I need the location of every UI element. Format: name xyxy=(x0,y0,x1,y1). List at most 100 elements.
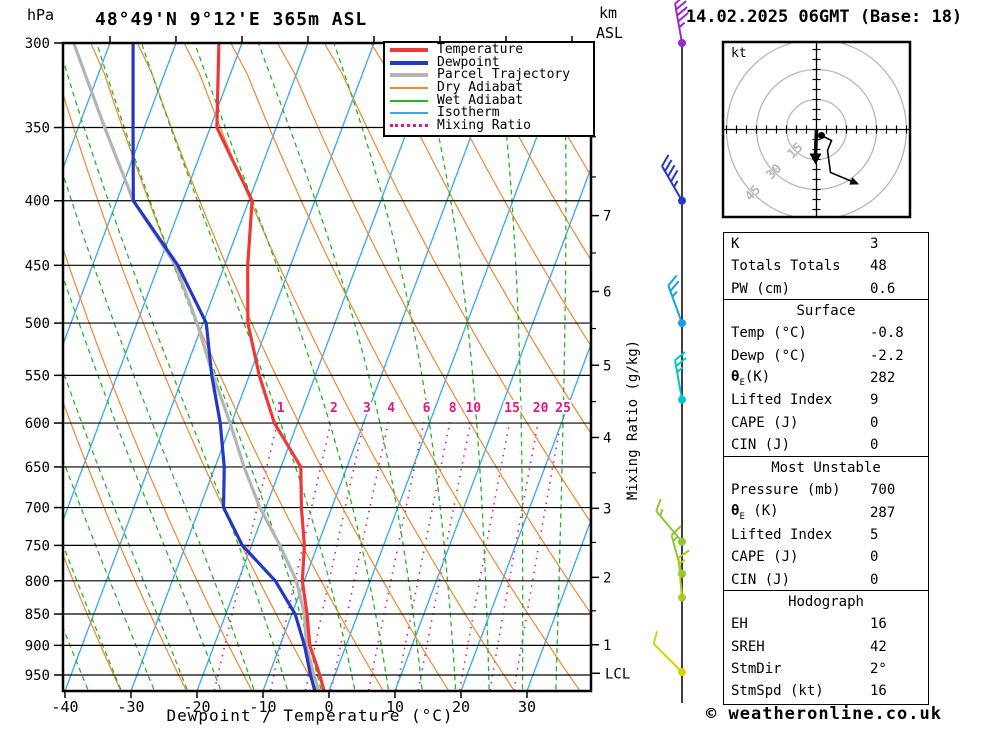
mixing-ratio-value-label: 25 xyxy=(555,401,571,416)
svg-text:-30: -30 xyxy=(117,698,144,716)
svg-text:900: 900 xyxy=(25,638,50,654)
mixing-ratio-value-label: 20 xyxy=(533,401,549,416)
most-unstable-table: Most Unstable Pressure (mb) 700 θE (K) 287… xyxy=(723,456,929,592)
table-row: Lifted Index 5 xyxy=(731,527,879,544)
table-row-theta-e: θE(K) 282 xyxy=(731,368,896,388)
wind-barb xyxy=(674,0,689,47)
dewpoint-line-sample xyxy=(390,60,428,65)
svg-text:15: 15 xyxy=(785,140,807,162)
svg-text:1: 1 xyxy=(603,638,611,654)
table-row: PW (cm) 0.6 xyxy=(731,280,896,297)
legend-label: Mixing Ratio xyxy=(437,117,531,133)
plot-background-lines xyxy=(63,43,591,691)
dewpoint-curve xyxy=(131,43,317,691)
wind-barb xyxy=(667,274,686,328)
svg-text:2: 2 xyxy=(603,570,611,586)
mixing-ratio-value-label: 1 xyxy=(277,401,285,416)
svg-text:450: 450 xyxy=(25,258,50,274)
svg-text:-20: -20 xyxy=(183,698,210,716)
legend-item: Temperature xyxy=(390,42,593,58)
wind-barb xyxy=(655,498,686,546)
table-row: SREH 42 xyxy=(731,638,887,655)
svg-text:6: 6 xyxy=(603,284,611,300)
altitude-unit-km: km xyxy=(599,4,618,22)
mixing-ratio-value-label: 10 xyxy=(465,401,481,416)
svg-text:20: 20 xyxy=(452,698,470,716)
svg-text:850: 850 xyxy=(25,607,50,623)
legend-label: Wet Adiabat xyxy=(437,92,524,108)
legend-label: Dewpoint xyxy=(437,54,500,70)
svg-text:0: 0 xyxy=(324,698,333,716)
hodograph-unit-label: kt xyxy=(731,46,747,61)
mixing-ratio-line-sample xyxy=(390,124,428,128)
svg-text:30: 30 xyxy=(518,698,536,716)
wind-barb xyxy=(661,154,686,205)
legend-item: Wet Adiabat xyxy=(390,94,593,107)
station-title: 48°49'N 9°12'E 365m ASL xyxy=(95,9,368,30)
legend-item: Mixing Ratio xyxy=(390,117,593,133)
svg-text:750: 750 xyxy=(25,538,50,554)
mixing-ratio-value-label: 3 xyxy=(363,401,371,416)
temperature-line-sample xyxy=(390,48,428,53)
svg-text:400: 400 xyxy=(25,194,50,210)
mixing-ratio-value-label: 15 xyxy=(504,401,520,416)
svg-text:550: 550 xyxy=(25,368,50,384)
svg-text:-10: -10 xyxy=(249,698,276,716)
run-title: 14.02.2025 06GMT (Base: 18) xyxy=(685,7,963,27)
table-row: Dewp (°C) -2.2 xyxy=(731,347,904,364)
table-row: Temp (°C) -0.8 xyxy=(731,325,904,342)
table-row: StmDir 2° xyxy=(731,661,887,678)
svg-text:-40: -40 xyxy=(51,698,78,716)
hodograph-table: Hodograph EH 16 SREH 42 StmDir 2° StmSpd (k… xyxy=(723,590,929,705)
legend-item: Parcel Trajectory xyxy=(390,67,593,83)
legend-label: Temperature xyxy=(437,42,524,58)
svg-text:350: 350 xyxy=(25,121,50,137)
table-row: CIN (J) 0 xyxy=(731,571,879,588)
svg-text:650: 650 xyxy=(25,460,50,476)
legend: Temperature Dewpoint Parcel Trajectory D… xyxy=(383,41,595,137)
table-header: Most Unstable xyxy=(771,460,881,477)
table-header: Surface xyxy=(796,303,856,320)
pressure-unit-label: hPa xyxy=(27,6,55,24)
svg-text:10: 10 xyxy=(386,698,404,716)
mixing-ratio-value-label: 4 xyxy=(387,401,395,416)
altitude-unit-asl: ASL xyxy=(596,24,624,42)
table-row: CIN (J) 0 xyxy=(731,436,879,453)
legend-item: Isotherm xyxy=(390,105,593,121)
temperature-curve xyxy=(215,43,326,691)
mixing-ratio-axis-label: Mixing Ratio (g/kg) xyxy=(625,339,641,501)
wind-barb xyxy=(674,351,687,404)
dry-adiabat-line-sample xyxy=(390,87,428,90)
table-row: CAPE (J) 0 xyxy=(731,549,879,566)
svg-text:5: 5 xyxy=(603,358,611,374)
svg-text:7: 7 xyxy=(603,209,611,225)
svg-text:800: 800 xyxy=(25,574,50,590)
svg-text:30: 30 xyxy=(764,161,786,183)
legend-label: Isotherm xyxy=(437,105,500,121)
table-row: Pressure (mb) 700 xyxy=(731,482,896,499)
mixing-ratio-value-label: 2 xyxy=(330,401,338,416)
wet-adiabat-line-sample xyxy=(390,99,428,102)
table-row: Lifted Index 9 xyxy=(731,392,879,409)
table-row: EH 16 xyxy=(731,616,887,633)
svg-text:3: 3 xyxy=(603,501,611,517)
legend-label: Dry Adiabat xyxy=(437,80,524,96)
hodograph-border xyxy=(721,40,912,219)
wind-barb xyxy=(677,549,690,602)
svg-text:500: 500 xyxy=(25,316,50,332)
svg-text:600: 600 xyxy=(25,416,50,432)
svg-text:300: 300 xyxy=(25,36,50,52)
wind-barb-column xyxy=(652,0,690,703)
legend-label: Parcel Trajectory xyxy=(437,67,571,83)
mixing-ratio-value-label: 6 xyxy=(423,401,431,416)
mixing-ratio-value-label: 8 xyxy=(449,401,457,416)
svg-text:700: 700 xyxy=(25,501,50,517)
table-header: Hodograph xyxy=(788,594,864,611)
wind-barb xyxy=(652,631,686,677)
plot-border xyxy=(61,41,593,693)
svg-text:950: 950 xyxy=(25,668,50,684)
